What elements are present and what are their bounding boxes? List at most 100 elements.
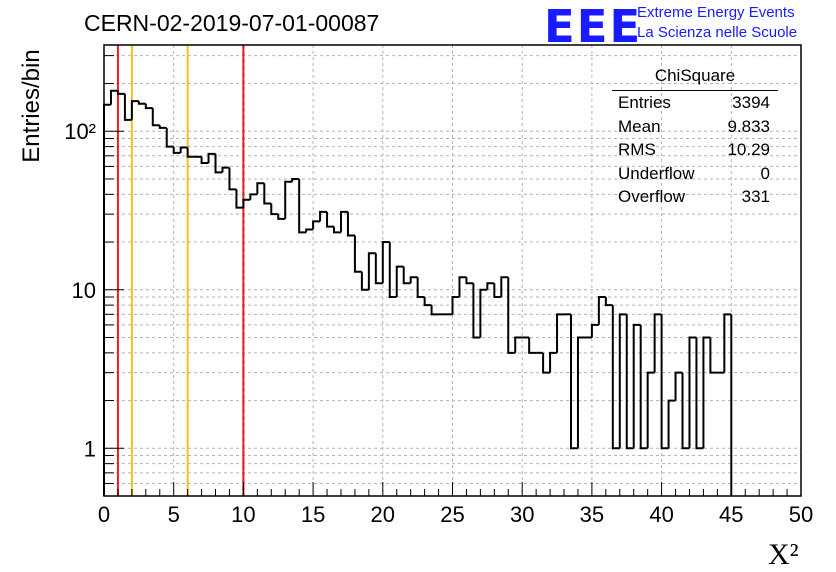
histogram-bin [360,271,369,291]
histogram-bin [298,178,307,234]
stats-value: 9.833 [727,116,770,136]
reference-lines [116,45,245,496]
histogram-bin [284,180,293,219]
histogram-bin [660,314,669,450]
histogram-bin [639,324,648,450]
histogram-bin [179,146,188,153]
histogram-bin [165,127,174,148]
histogram-bin [339,210,348,233]
histogram-bin [576,336,585,449]
histogram-bin [388,242,397,299]
histogram-bin [346,211,355,237]
histogram-bin [507,277,516,354]
stats-row: Overflow 331 [612,187,778,211]
x-tick-label: 20 [371,502,395,527]
histogram-bin [451,296,460,315]
histogram-bin [151,108,160,127]
histogram-bin [326,211,335,228]
histogram-bin [556,313,565,353]
stats-row: Mean 9.833 [612,117,778,141]
histogram-bin [709,337,718,374]
stats-box: ChiSquare Entries 3394 Mean 9.833 RMS 10.29… [612,66,778,211]
histogram-bin [430,305,439,316]
histogram-bin [549,351,558,373]
grid [104,45,801,497]
histogram-bin [500,276,509,298]
x-tick-label: 15 [301,502,325,527]
histogram-bin [291,177,300,182]
histogram-bin [472,283,481,339]
stats-row: Entries 3394 [612,93,778,117]
histogram-bin [458,276,467,298]
logo-line-1: Extreme Energy Events [637,4,795,21]
histogram-bin [667,399,676,449]
histogram-bin [514,336,523,353]
x-tick-label: 45 [719,502,743,527]
stats-value: 331 [741,187,770,206]
stats-row: Underflow 0 [612,164,778,188]
stats-title: ChiSquare [654,66,736,85]
histogram-bin [695,337,704,450]
chart-title: CERN-02-2019-07-01-00087 [84,10,380,36]
histogram-bin [381,241,390,284]
stats-label: Entries [618,93,671,112]
histogram-bin [116,90,125,95]
histogram-bin [604,297,613,307]
histogram-bin [618,313,627,449]
histogram-bin [423,297,432,307]
histogram-bin [130,100,139,120]
histogram-bin [597,296,606,325]
histogram-bin [137,101,146,105]
y-axis-label: Entries/bin [18,49,45,163]
histogram-bin [479,288,488,338]
histogram-bin [674,371,683,401]
histogram-bin [646,371,655,449]
histogram-bin [172,146,181,154]
histogram-bin [109,89,118,105]
histogram-bin [681,372,690,450]
stats-divider [612,90,778,91]
histogram-bin [207,152,216,164]
x-tick-label: 10 [231,502,255,527]
histogram-bin [632,323,641,449]
stats-value: 3394 [732,93,770,112]
histogram-bin [493,283,502,299]
histogram-bin [542,352,551,374]
histogram-bin [402,266,411,285]
x-tick-label: 30 [510,502,534,527]
histogram-bin [465,277,474,285]
histogram-bin [228,167,237,191]
histogram-bin [569,314,578,450]
tick-labels: 0 5 10 15 20 25 30 35 40 45 50 1 10 10² [64,119,813,527]
stats-label: Mean [618,116,661,136]
histogram-bin [611,305,620,450]
axis-ticks [103,55,802,497]
histogram-bin [123,93,132,121]
histogram-bin [333,226,341,234]
histogram-bin [395,265,404,298]
stats-label: RMS [618,140,656,159]
stats-label: Underflow [618,163,695,183]
histogram-bin [270,203,279,216]
histogram-bin [374,253,383,285]
histogram-bin [158,125,167,129]
stats-label: Overflow [618,187,686,206]
histogram-bin [144,103,153,110]
histogram-bin [249,193,258,200]
y-tick-label: 10 [72,278,96,303]
y-tick-label: 10² [64,119,96,144]
histogram-bin [200,156,209,165]
histogram-bin [235,189,244,209]
histogram-bin [312,220,321,230]
eee-logo: EEE [544,0,643,53]
histogram-bin [688,336,697,449]
histogram-bin [242,198,251,208]
histogram-bin [277,214,286,220]
histogram-bin [214,153,223,174]
stats-row: RMS 10.29 [612,140,778,164]
stats-value: 0 [760,163,770,183]
histogram-bin [528,337,537,354]
x-tick-label: 40 [649,502,673,527]
histogram-bin [367,252,376,290]
